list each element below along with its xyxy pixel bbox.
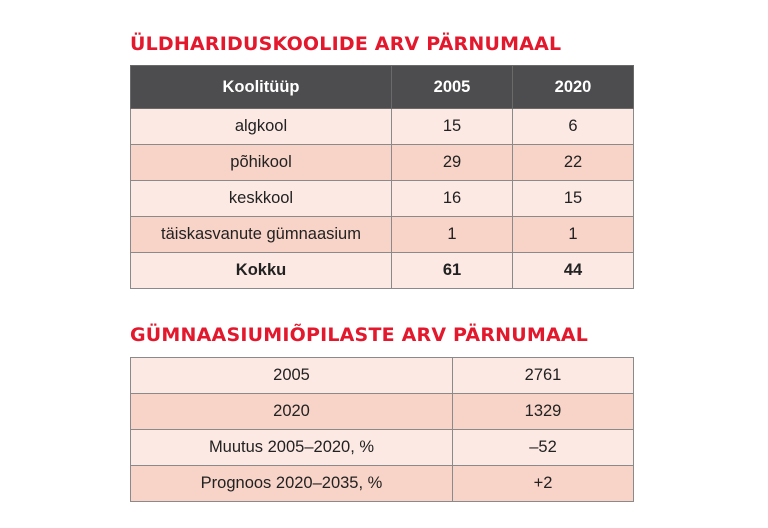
- students-table: 2005 2761 2020 1329 Muutus 2005–2020, % …: [130, 357, 634, 502]
- total-2005-cell: 61: [391, 252, 513, 289]
- table-row: 2020 1329: [130, 393, 634, 430]
- school-type-cell: täiskasvanute gümnaasium: [130, 216, 392, 253]
- table-row: algkool 15 6: [130, 108, 634, 145]
- header-year-2020: 2020: [512, 65, 634, 109]
- table-row: põhikool 29 22: [130, 144, 634, 181]
- school-type-cell: algkool: [130, 108, 392, 145]
- schools-table: Koolitüüp 2005 2020 algkool 15 6 põhikoo…: [130, 65, 634, 289]
- header-year-2005: 2005: [391, 65, 513, 109]
- value-2005-cell: 1: [391, 216, 513, 253]
- schools-table-title: ÜLDHARIDUSKOOLIDE ARV PÄRNUMAAL: [130, 33, 562, 55]
- table-row: Prognoos 2020–2035, % +2: [130, 465, 634, 502]
- table-row: keskkool 16 15: [130, 180, 634, 217]
- total-label-cell: Kokku: [130, 252, 392, 289]
- value-2020-cell: 22: [512, 144, 634, 181]
- value-cell: –52: [452, 429, 634, 466]
- school-type-cell: põhikool: [130, 144, 392, 181]
- value-cell: 1329: [452, 393, 634, 430]
- value-2005-cell: 16: [391, 180, 513, 217]
- students-table-title: GÜMNAASIUMIÕPILASTE ARV PÄRNUMAAL: [130, 324, 589, 346]
- value-2005-cell: 29: [391, 144, 513, 181]
- value-2020-cell: 15: [512, 180, 634, 217]
- label-cell: 2020: [130, 393, 453, 430]
- value-2005-cell: 15: [391, 108, 513, 145]
- table-row: 2005 2761: [130, 357, 634, 394]
- value-cell: 2761: [452, 357, 634, 394]
- header-school-type: Koolitüüp: [130, 65, 392, 109]
- table-header-row: Koolitüüp 2005 2020: [130, 65, 634, 109]
- school-type-cell: keskkool: [130, 180, 392, 217]
- table-row: Muutus 2005–2020, % –52: [130, 429, 634, 466]
- table-row: täiskasvanute gümnaasium 1 1: [130, 216, 634, 253]
- value-2020-cell: 6: [512, 108, 634, 145]
- label-cell: 2005: [130, 357, 453, 394]
- table-total-row: Kokku 61 44: [130, 252, 634, 289]
- value-2020-cell: 1: [512, 216, 634, 253]
- label-cell: Prognoos 2020–2035, %: [130, 465, 453, 502]
- total-2020-cell: 44: [512, 252, 634, 289]
- value-cell: +2: [452, 465, 634, 502]
- label-cell: Muutus 2005–2020, %: [130, 429, 453, 466]
